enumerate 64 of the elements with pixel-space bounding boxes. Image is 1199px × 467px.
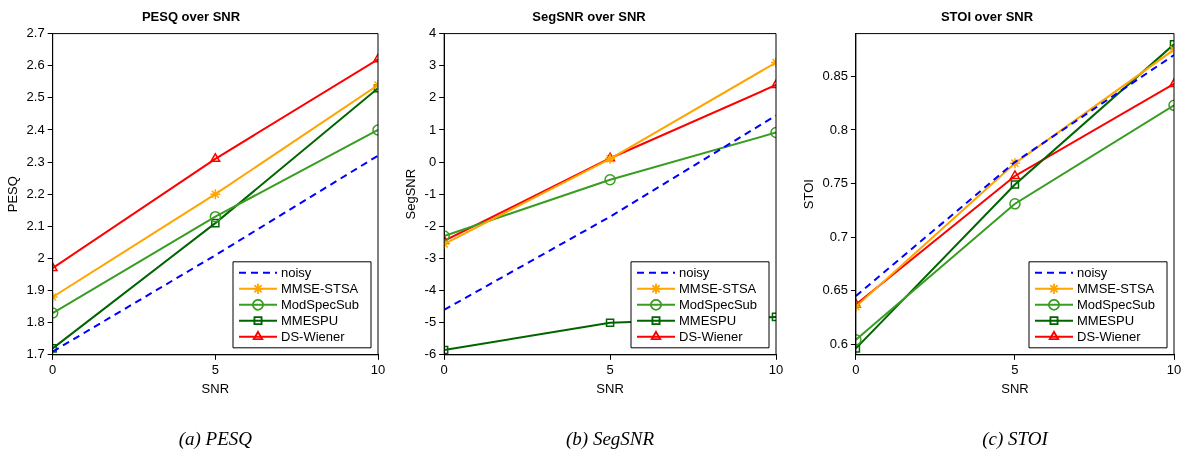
legend-label: noisy	[1077, 265, 1108, 281]
x-axis-title: SNR	[201, 380, 230, 396]
legend-label: MMESPU	[679, 313, 737, 329]
y-tick-label: 0.75	[822, 175, 848, 191]
legend-label: noisy	[679, 265, 710, 281]
y-tick-label: -6	[424, 346, 437, 362]
x-tick-label: 0	[49, 362, 57, 378]
chart-title: PESQ over SNR	[141, 9, 241, 25]
y-tick-label: 0.8	[829, 121, 848, 137]
y-tick-label: 2.3	[26, 153, 45, 169]
chart-title: STOI over SNR	[940, 9, 1034, 25]
x-tick-label: 10	[768, 362, 784, 378]
y-tick-label: 2.2	[26, 185, 45, 201]
legend-label: ModSpecSub	[679, 297, 758, 313]
legend-label: ModSpecSub	[1077, 297, 1156, 313]
x-axis-title: SNR	[1001, 380, 1029, 396]
y-tick-label: -2	[424, 217, 437, 233]
y-tick-label: 2.4	[26, 121, 45, 137]
legend-label: MMSE-STSA	[679, 281, 757, 297]
y-tick-label: 0.85	[822, 68, 848, 83]
y-tick-label: 1.8	[26, 314, 45, 330]
x-tick-label: 0	[440, 362, 448, 378]
y-axis-title: SegSNR	[403, 168, 419, 220]
legend-label: MMESPU	[1077, 313, 1135, 329]
y-tick-label: 2.6	[26, 57, 45, 73]
x-tick-label: 5	[1011, 362, 1019, 378]
chart-title: SegSNR over SNR	[532, 9, 647, 25]
y-tick-label: -5	[424, 314, 437, 330]
x-tick-label: 5	[211, 362, 219, 378]
y-tick-label: 2.5	[26, 89, 45, 105]
legend-label: DS-Wiener	[281, 329, 346, 345]
y-tick-label: 2.7	[26, 25, 45, 41]
legend-label: noisy	[281, 265, 312, 281]
y-tick-label: 3	[428, 57, 437, 73]
x-axis-title: SNR	[596, 380, 624, 396]
y-tick-label: 0.7	[829, 228, 848, 244]
y-tick-label: 2	[428, 89, 437, 105]
legend-label: ModSpecSub	[281, 297, 360, 313]
x-tick-label: 0	[852, 362, 860, 378]
y-tick-label: 1	[428, 121, 437, 137]
y-axis-title: STOI	[801, 179, 817, 210]
y-tick-label: -3	[424, 250, 437, 266]
y-axis-title: PESQ	[5, 176, 21, 213]
x-tick-label: 10	[1166, 362, 1182, 378]
text: (c) STOI	[982, 428, 1050, 450]
text: (b) SegSNR	[566, 428, 655, 450]
legend-label: MMSE-STSA	[281, 281, 359, 297]
x-tick-label: 10	[370, 362, 386, 378]
legend-label: DS-Wiener	[679, 329, 744, 345]
x-tick-label: 5	[606, 362, 614, 378]
y-tick-label: 0.65	[822, 282, 848, 298]
y-tick-label: 2	[37, 250, 45, 266]
y-tick-label: 0.6	[829, 335, 848, 351]
y-tick-label: -4	[424, 282, 437, 298]
legend-label: MMESPU	[281, 313, 339, 329]
y-tick-label: 1.7	[26, 346, 45, 362]
y-tick-label: 2.1	[26, 217, 45, 233]
legend-label: MMSE-STSA	[1077, 281, 1155, 297]
legend-label: DS-Wiener	[1077, 329, 1142, 345]
y-tick-label: 0	[428, 153, 437, 169]
y-tick-label: 4	[428, 25, 437, 41]
y-tick-label: 1.9	[26, 282, 45, 298]
text: (a) PESQ	[178, 428, 253, 450]
y-tick-label: -1	[424, 185, 437, 201]
